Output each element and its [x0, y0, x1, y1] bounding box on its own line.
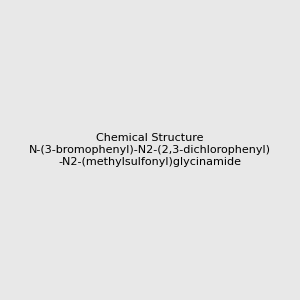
Text: Chemical Structure
N-(3-bromophenyl)-N2-(2,3-dichlorophenyl)
-N2-(methylsulfonyl: Chemical Structure N-(3-bromophenyl)-N2-…: [29, 134, 271, 166]
